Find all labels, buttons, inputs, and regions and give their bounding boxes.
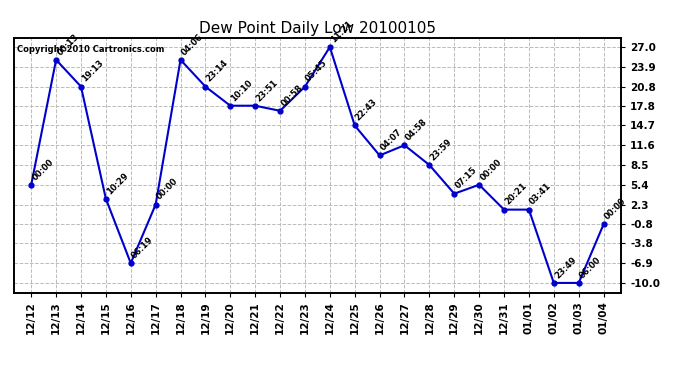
Text: 10:29: 10:29 (105, 171, 130, 196)
Text: 11:21: 11:21 (329, 19, 355, 44)
Title: Dew Point Daily Low 20100105: Dew Point Daily Low 20100105 (199, 21, 436, 36)
Text: 23:59: 23:59 (428, 137, 454, 162)
Text: Copyright 2010 Cartronics.com: Copyright 2010 Cartronics.com (17, 45, 164, 54)
Text: 19:13: 19:13 (80, 58, 106, 84)
Text: 23:49: 23:49 (553, 255, 578, 280)
Text: 05:45: 05:45 (304, 58, 329, 84)
Text: 04:06: 04:06 (179, 32, 205, 57)
Text: 03:41: 03:41 (528, 182, 553, 207)
Text: 23:14: 23:14 (205, 58, 230, 84)
Text: 00:13: 00:13 (55, 32, 81, 57)
Text: 00:00: 00:00 (155, 177, 180, 202)
Text: 23:51: 23:51 (255, 78, 279, 103)
Text: 00:58: 00:58 (279, 83, 304, 108)
Text: 00:00: 00:00 (478, 157, 504, 182)
Text: 10:10: 10:10 (230, 78, 255, 103)
Text: 07:15: 07:15 (453, 166, 479, 191)
Text: 04:58: 04:58 (404, 117, 429, 142)
Text: 04:07: 04:07 (379, 128, 404, 153)
Text: 00:00: 00:00 (30, 157, 55, 182)
Text: 00:00: 00:00 (603, 196, 628, 222)
Text: 06:19: 06:19 (130, 235, 155, 260)
Text: 06:00: 06:00 (578, 255, 603, 280)
Text: 22:43: 22:43 (354, 98, 380, 123)
Text: 20:21: 20:21 (503, 182, 529, 207)
